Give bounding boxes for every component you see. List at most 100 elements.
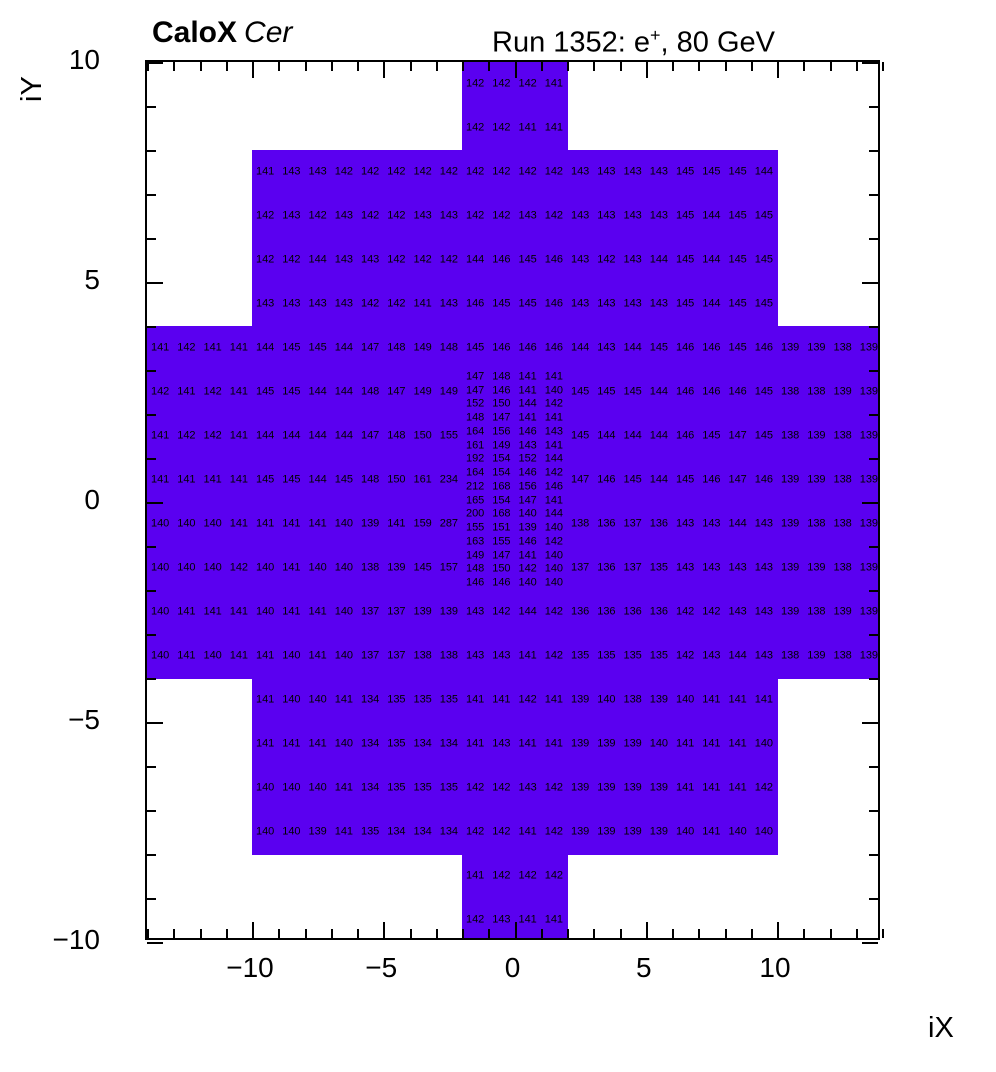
y-tick (147, 414, 156, 416)
cell-value: 212 (465, 480, 485, 493)
cell-value: 145 (255, 473, 275, 486)
heatmap-cell (199, 414, 227, 459)
cell-value: 139 (570, 737, 590, 750)
cell-value: 143 (282, 165, 301, 178)
y-tick-right (869, 414, 878, 416)
heatmap-cell (225, 414, 253, 459)
heatmap-cell (645, 150, 673, 195)
cell-value: 154 (492, 466, 511, 479)
heatmap-cell (514, 562, 542, 577)
heatmap-cell (724, 634, 752, 679)
heatmap-cell (724, 546, 752, 591)
cell-value: 142 (518, 869, 537, 882)
cell-value: 146 (675, 385, 695, 398)
heatmap-cell (488, 106, 516, 151)
cell-value: 140 (334, 517, 354, 530)
heatmap-cell (855, 546, 878, 591)
heatmap-cell (514, 106, 542, 151)
heatmap-cell (540, 106, 568, 151)
cell-value: 141 (544, 121, 564, 134)
cell-value: 141 (492, 693, 511, 706)
x-tick (147, 929, 149, 938)
heatmap-cell (199, 458, 227, 503)
cell-value: 144 (754, 165, 774, 178)
cell-value: 150 (492, 562, 511, 575)
cell-value: 143 (754, 649, 774, 662)
cell-value: 144 (544, 452, 564, 465)
heatmap-cell (540, 810, 568, 855)
heatmap-cell (435, 414, 463, 459)
cell-value: 143 (754, 517, 774, 530)
cell-value: 141 (518, 649, 537, 662)
heatmap-cell (777, 502, 804, 547)
heatmap-cell (304, 810, 332, 855)
y-tick (147, 678, 156, 680)
cell-value: 134 (360, 781, 380, 794)
heatmap-cell (540, 722, 568, 767)
heatmap-cell (409, 678, 437, 723)
cell-value: 142 (308, 209, 327, 222)
x-tick (593, 929, 596, 938)
heatmap-cell (383, 282, 411, 327)
heatmap-cell (357, 810, 384, 855)
y-tick-right (862, 62, 878, 64)
heatmap-cell (409, 546, 437, 591)
cell-value: 142 (492, 165, 511, 178)
cell-value: 147 (518, 494, 537, 507)
heatmap-cell (698, 194, 726, 239)
cell-value: 143 (544, 425, 564, 438)
heatmap-cell (593, 546, 621, 591)
heatmap-cell (724, 810, 752, 855)
x-tick-top (855, 62, 858, 71)
heatmap-cell (645, 590, 673, 635)
cell-value: 144 (649, 253, 669, 266)
y-tick (147, 106, 156, 108)
y-tick-right (869, 326, 878, 328)
heatmap-cell (645, 678, 673, 723)
heatmap-cell (540, 383, 568, 399)
cell-value: 139 (439, 605, 459, 618)
heatmap-cell (278, 370, 306, 415)
plot-title-left: CaloX Cer (152, 16, 292, 50)
cell-value: 142 (492, 77, 511, 90)
heatmap-cell (199, 634, 227, 679)
x-tick-top (514, 62, 517, 78)
heatmap-cell (750, 150, 778, 195)
cell-value: 142 (544, 165, 564, 178)
heatmap-cell (383, 502, 411, 547)
y-tick-right (862, 502, 878, 504)
cell-value: 140 (754, 825, 774, 838)
heatmap-cell (357, 370, 384, 415)
cell-value: 159 (413, 517, 432, 530)
heatmap-cell (540, 397, 568, 412)
heatmap-cell (567, 590, 594, 635)
cell-value: 140 (203, 561, 222, 574)
x-tick-top (252, 62, 254, 78)
heatmap-cell (540, 238, 568, 283)
cell-value: 136 (597, 517, 616, 530)
heatmap-cell (514, 238, 542, 283)
cell-value: 138 (833, 649, 852, 662)
cell-value: 141 (702, 737, 721, 750)
cell-value: 145 (728, 165, 747, 178)
heatmap-cell (698, 722, 726, 767)
cell-value: 138 (833, 517, 852, 530)
cell-value: 137 (570, 561, 590, 574)
cell-value: 144 (570, 341, 590, 354)
cell-value: 164 (465, 425, 485, 438)
heatmap-cell (514, 722, 542, 767)
x-tick-top (225, 62, 228, 71)
heatmap-cell (383, 634, 411, 679)
heatmap-cell (645, 414, 673, 459)
cell-value: 145 (623, 473, 642, 486)
cell-value: 142 (255, 253, 275, 266)
heatmap-cell (619, 326, 647, 371)
heatmap-cell (462, 766, 489, 811)
cell-value: 145 (728, 209, 747, 222)
cell-value: 135 (413, 781, 432, 794)
heatmap-cell (462, 452, 489, 467)
heatmap-cell (724, 458, 752, 503)
cell-value: 142 (518, 562, 537, 575)
y-tick-label: −10 (52, 924, 101, 955)
cell-value: 142 (518, 77, 537, 90)
